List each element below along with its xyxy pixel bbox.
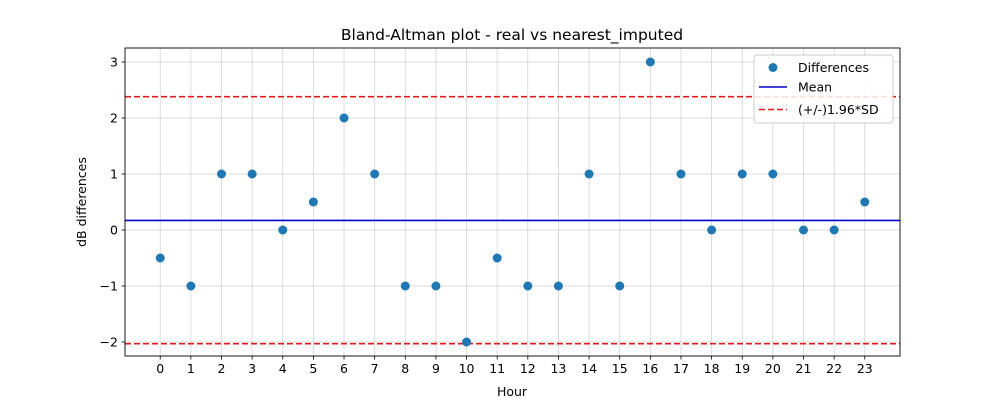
legend-label-differences: Differences bbox=[798, 60, 869, 75]
data-point bbox=[615, 281, 625, 291]
x-tick-label: 12 bbox=[520, 361, 536, 376]
data-point bbox=[584, 169, 594, 179]
y-axis-label: dB differences bbox=[74, 157, 89, 247]
x-tick-label: 11 bbox=[489, 361, 505, 376]
x-tick-label: 1 bbox=[187, 361, 195, 376]
x-tick-label: 6 bbox=[340, 361, 348, 376]
legend-label-sd: (+/-)1.96*SD bbox=[798, 102, 879, 117]
x-tick-label: 19 bbox=[734, 361, 750, 376]
data-point bbox=[492, 253, 502, 263]
data-point bbox=[645, 57, 655, 67]
scatter-points bbox=[155, 57, 870, 347]
x-tick-label: 8 bbox=[401, 361, 409, 376]
x-tick-label: 4 bbox=[279, 361, 287, 376]
y-tick-label: −2 bbox=[100, 335, 118, 350]
data-point bbox=[155, 253, 165, 263]
y-tick-label: 1 bbox=[110, 167, 118, 182]
reference-lines bbox=[125, 95, 900, 345]
x-tick-label: 16 bbox=[642, 361, 658, 376]
x-tick-label: 18 bbox=[704, 361, 720, 376]
x-tick-label: 15 bbox=[612, 361, 628, 376]
x-tick-label: 9 bbox=[432, 361, 440, 376]
data-point bbox=[829, 225, 839, 235]
data-point bbox=[707, 225, 717, 235]
data-point bbox=[676, 169, 686, 179]
legend-box bbox=[753, 54, 894, 124]
data-point bbox=[737, 169, 747, 179]
data-point bbox=[186, 281, 196, 291]
x-tick-label: 23 bbox=[857, 361, 873, 376]
data-point bbox=[431, 281, 441, 291]
data-point bbox=[308, 197, 318, 207]
y-tick-label: 2 bbox=[110, 111, 118, 126]
plot-frame bbox=[124, 47, 901, 357]
x-tick-label: 0 bbox=[156, 361, 164, 376]
data-point bbox=[523, 281, 533, 291]
data-point bbox=[216, 169, 226, 179]
data-point bbox=[799, 225, 809, 235]
legend: Differences Mean (+/-)1.96*SD bbox=[753, 54, 894, 124]
axis-ticks: 0 1 2 3 4 5 6 7 8 9 10 11 12 13 14 15 16 17 18 19 20 21 22 23−2… bbox=[100, 55, 873, 377]
x-tick-label: 7 bbox=[371, 361, 379, 376]
x-tick-label: 5 bbox=[309, 361, 317, 376]
data-point bbox=[370, 169, 380, 179]
x-axis-label: Hour bbox=[497, 384, 528, 399]
data-point bbox=[768, 169, 778, 179]
y-tick-label: −1 bbox=[100, 279, 118, 294]
x-tick-label: 10 bbox=[459, 361, 475, 376]
x-tick-label: 20 bbox=[765, 361, 781, 376]
x-tick-label: 21 bbox=[796, 361, 812, 376]
x-tick-label: 13 bbox=[550, 361, 566, 376]
y-tick-label: 3 bbox=[110, 55, 118, 70]
data-point bbox=[553, 281, 563, 291]
data-point bbox=[860, 197, 870, 207]
x-tick-label: 17 bbox=[673, 361, 689, 376]
data-point bbox=[278, 225, 288, 235]
data-point bbox=[462, 337, 472, 347]
chart-title: Bland-Altman plot - real vs nearest_impu… bbox=[341, 26, 683, 45]
x-tick-label: 2 bbox=[218, 361, 226, 376]
y-tick-label: 0 bbox=[110, 223, 118, 238]
data-point bbox=[400, 281, 410, 291]
x-tick-label: 3 bbox=[248, 361, 256, 376]
data-point bbox=[339, 113, 349, 123]
data-point bbox=[247, 169, 257, 179]
legend-marker-differences bbox=[768, 63, 778, 72]
x-tick-label: 22 bbox=[826, 361, 842, 376]
x-tick-label: 14 bbox=[581, 361, 597, 376]
legend-label-mean: Mean bbox=[798, 80, 832, 95]
